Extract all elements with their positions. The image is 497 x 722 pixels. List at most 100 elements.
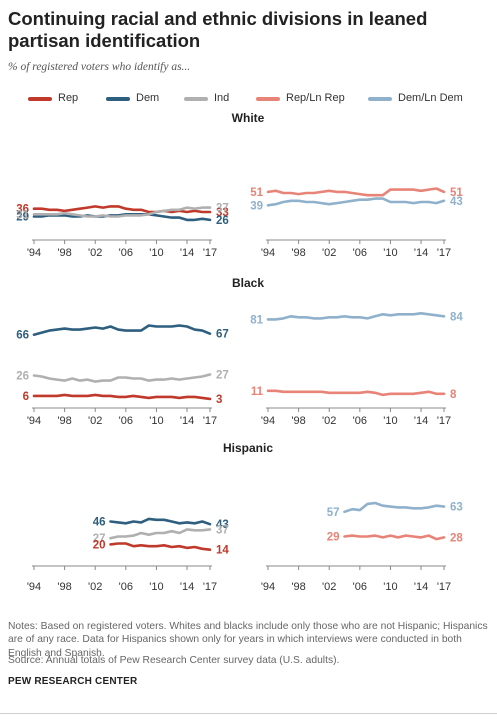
end-label-hispanic-rep: 14: [216, 545, 229, 557]
legend-label-dem: Dem: [136, 92, 160, 104]
start-label-white-rep: 36: [16, 204, 29, 216]
start-label-white-ind: 31: [16, 209, 29, 221]
source-text: Source: Annual totals of Pew Research Ce…: [8, 655, 340, 666]
start-label-white-dem-ln-dem: 39: [250, 200, 263, 212]
start-label-hispanic-dem: 46: [93, 517, 106, 529]
start-label-hispanic-rep: 20: [93, 539, 106, 551]
x-tick-label: '06: [353, 247, 367, 259]
x-tick-label: '02: [88, 415, 102, 427]
series-line-hispanic-ind: [109, 528, 212, 540]
series-line-hispanic-rep: [109, 542, 212, 552]
end-label-black-ind: 27: [216, 369, 229, 381]
x-tick-label: '06: [353, 415, 367, 427]
x-tick-label: '02: [322, 247, 336, 259]
end-label-black-dem-ln-dem: 84: [450, 311, 463, 323]
series-line-white-dem-ln-dem: [266, 197, 446, 207]
x-tick-label: '98: [291, 581, 305, 593]
x-tick-label: '14: [180, 415, 194, 427]
legend-label-rep-ln-rep: Rep/Ln Rep: [286, 92, 345, 104]
group-heading-white: White: [232, 111, 265, 125]
chart-subtitle: % of registered voters who identify as..…: [8, 61, 191, 73]
x-tick-label: '14: [414, 415, 428, 427]
start-label-hispanic-rep-ln-rep: 29: [327, 531, 340, 543]
bottom-divider: [0, 713, 497, 714]
x-tick-label: '10: [383, 415, 397, 427]
x-tick-label: '94: [261, 581, 275, 593]
x-tick-label: '02: [88, 581, 102, 593]
x-tick-label: '94: [27, 415, 41, 427]
end-label-white-dem-ln-dem: 43: [450, 196, 463, 208]
x-tick-label: '10: [149, 415, 163, 427]
legend-label-rep: Rep: [58, 92, 79, 104]
start-label-black-rep-ln-rep: 11: [251, 386, 264, 398]
series-line-white-rep: [32, 205, 212, 214]
legend-label-ind: Ind: [214, 92, 230, 104]
start-label-hispanic-ind: 27: [93, 533, 106, 545]
series-line-hispanic-rep-ln-rep: [343, 534, 446, 541]
notes-text: Notes: Based on registered voters. White…: [8, 621, 488, 659]
series-line-black-ind: [32, 373, 212, 383]
x-tick-label: '14: [414, 247, 428, 259]
start-label-black-rep: 6: [23, 391, 29, 403]
series-line-black-rep-ln-rep: [266, 389, 446, 397]
x-tick-label: '17: [203, 581, 217, 593]
start-label-white-dem: 29: [16, 212, 29, 224]
legend-swatch-dem-ln-dem: [368, 97, 392, 101]
series-line-black-rep: [32, 393, 212, 401]
x-tick-label: '98: [291, 415, 305, 427]
legend-swatch-rep-ln-rep: [256, 97, 280, 101]
x-tick-label: '10: [149, 247, 163, 259]
series-line-hispanic-dem: [109, 517, 212, 526]
legend-swatch-ind: [184, 97, 208, 101]
group-heading-black: Black: [232, 276, 264, 290]
start-label-black-dem-ln-dem: 81: [250, 314, 263, 326]
x-tick-label: '10: [149, 581, 163, 593]
x-tick-label: '98: [57, 415, 71, 427]
x-tick-label: '06: [119, 247, 133, 259]
x-tick-label: '06: [119, 415, 133, 427]
legend-swatch-rep: [28, 97, 52, 101]
series-line-white-rep-ln-rep: [266, 187, 446, 197]
chart-title: Continuing racial and ethnic divisions i…: [8, 8, 428, 51]
x-tick-label: '17: [437, 581, 451, 593]
end-label-black-rep: 3: [216, 394, 222, 406]
series-line-hispanic-dem-ln-dem: [343, 501, 446, 514]
x-tick-label: '94: [27, 581, 41, 593]
start-label-black-ind: 26: [16, 370, 29, 382]
legend: Rep Dem Ind Rep/Ln Rep Dem/Ln Dem: [6, 92, 496, 106]
x-tick-label: '14: [180, 247, 194, 259]
x-tick-label: '17: [437, 247, 451, 259]
end-label-hispanic-ind: 37: [216, 524, 229, 536]
x-tick-label: '94: [261, 415, 275, 427]
legend-label-dem-ln-dem: Dem/Ln Dem: [398, 92, 463, 104]
x-tick-label: '94: [261, 247, 275, 259]
group-heading-hispanic: Hispanic: [223, 441, 273, 455]
x-tick-label: '06: [353, 581, 367, 593]
charts-area: White Black Hispanic '94 '98 '02 '06 '10 '14 '17 '…: [16, 111, 463, 593]
x-tick-label: '17: [203, 415, 217, 427]
series-line-black-dem-ln-dem: [266, 311, 446, 321]
end-label-hispanic-dem-ln-dem: 63: [450, 502, 463, 514]
x-tick-label: '98: [57, 247, 71, 259]
start-label-white-rep-ln-rep: 51: [250, 187, 263, 199]
x-tick-label: '14: [180, 581, 194, 593]
x-tick-label: '10: [383, 247, 397, 259]
x-tick-label: '94: [27, 247, 41, 259]
x-tick-label: '17: [437, 415, 451, 427]
x-tick-label: '06: [119, 581, 133, 593]
x-tick-label: '14: [414, 581, 428, 593]
series-line-white-ind: [32, 206, 212, 218]
end-label-black-rep-ln-rep: 8: [450, 389, 457, 401]
end-label-white-ind: 37: [216, 203, 229, 215]
x-tick-label: '02: [322, 581, 336, 593]
start-label-hispanic-dem-ln-dem: 57: [327, 507, 340, 519]
end-label-white-dem: 26: [216, 215, 229, 227]
x-tick-label: '98: [57, 581, 71, 593]
legend-swatch-dem: [106, 97, 130, 101]
x-tick-label: '17: [203, 247, 217, 259]
x-tick-label: '10: [383, 581, 397, 593]
end-label-white-rep-ln-rep: 51: [450, 187, 463, 199]
end-label-hispanic-dem: 43: [216, 519, 229, 531]
end-label-hispanic-rep-ln-rep: 28: [450, 532, 463, 544]
end-label-white-rep: 33: [216, 207, 229, 219]
